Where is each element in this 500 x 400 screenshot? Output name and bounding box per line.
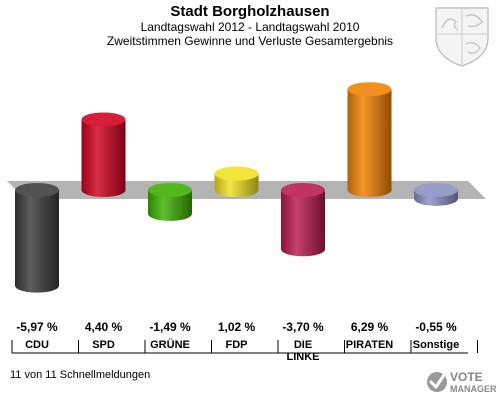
vote-manager-logo: VOTE MANAGER (427, 370, 497, 394)
coat-of-arms-icon (435, 7, 489, 67)
category-label: PIRATEN (346, 339, 394, 351)
bar-cdu (15, 183, 59, 293)
category-label: CDU (25, 339, 49, 351)
header: Stadt Borgholzhausen Landtagswahl 2012 -… (0, 3, 500, 48)
chart-title: Stadt Borgholzhausen (170, 3, 330, 20)
category-label: Sonstige (413, 339, 459, 351)
value-label: -5,97 % (16, 320, 58, 334)
value-label: 6,29 % (351, 320, 389, 334)
value-label: -3,70 % (282, 320, 324, 334)
bar-grüne (148, 183, 192, 221)
bar-spd (81, 112, 126, 198)
value-label: -0,55 % (415, 320, 457, 334)
logo-line1: VOTE (450, 370, 483, 384)
chart-subtitle: Landtagswahl 2012 - Landtagswahl 2010 (140, 20, 360, 34)
bar-die-linke (281, 183, 325, 257)
category-label: FDP (226, 339, 248, 351)
logo-line2: MANAGER (450, 384, 497, 394)
bar-fdp (214, 166, 259, 198)
bar-sonstige (414, 183, 458, 206)
category-label: SPD (92, 339, 115, 351)
checkmark-icon (427, 372, 447, 392)
value-label: 1,02 % (218, 320, 256, 334)
chart-description: Zweitstimmen Gewinne und Verluste Gesamt… (106, 34, 394, 48)
status-text: 11 von 11 Schnellmeldungen (10, 369, 151, 381)
category-label: DIE LINKE (287, 339, 320, 363)
value-label: 4,40 % (85, 320, 123, 334)
category-label: GRÜNE (150, 338, 190, 351)
value-label: -1,49 % (149, 320, 191, 334)
bar-piraten (347, 82, 392, 198)
